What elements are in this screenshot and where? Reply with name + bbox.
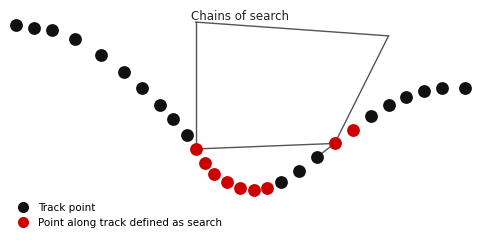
Point xyxy=(169,117,177,120)
Point xyxy=(120,70,128,74)
Point xyxy=(330,142,338,145)
Point xyxy=(48,28,56,32)
Point xyxy=(30,26,38,30)
Point xyxy=(460,86,468,90)
Point xyxy=(294,169,302,173)
Point xyxy=(263,186,271,190)
Point xyxy=(250,188,257,192)
Point xyxy=(348,128,356,132)
Text: Chains of search: Chains of search xyxy=(190,10,288,23)
Point xyxy=(223,180,230,184)
Point xyxy=(276,180,284,184)
Point xyxy=(384,103,392,107)
Legend: Track point, Point along track defined as search: Track point, Point along track defined a… xyxy=(8,198,226,232)
Point xyxy=(156,103,163,107)
Point xyxy=(182,133,190,137)
Point xyxy=(71,37,78,41)
Point xyxy=(402,95,409,98)
Point xyxy=(420,89,427,93)
Point xyxy=(200,161,208,165)
Point xyxy=(12,23,20,27)
Point xyxy=(97,53,105,57)
Point xyxy=(438,86,445,90)
Point xyxy=(209,172,217,176)
Point xyxy=(192,147,199,151)
Point xyxy=(312,155,320,159)
Point xyxy=(236,186,244,190)
Point xyxy=(366,114,373,118)
Point xyxy=(138,86,145,90)
